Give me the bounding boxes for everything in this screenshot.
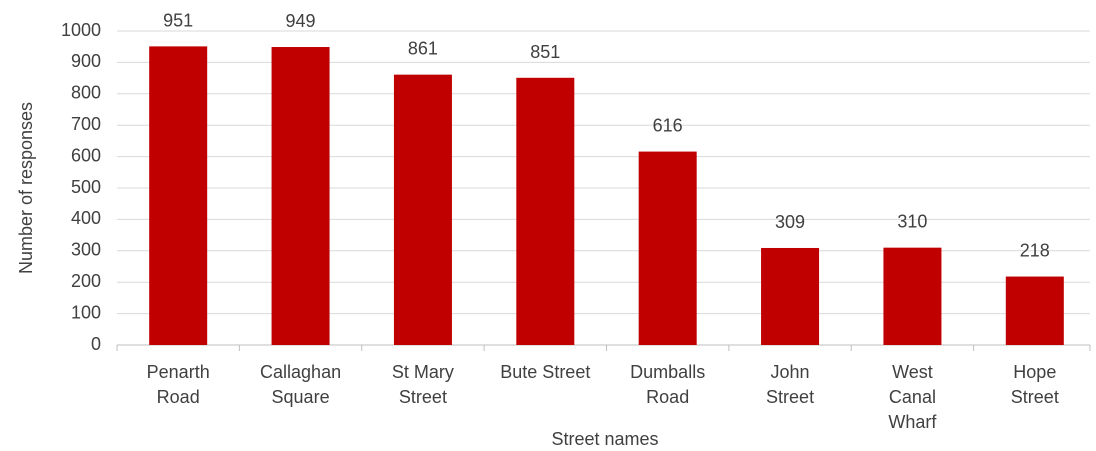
data-label: 851 bbox=[530, 42, 560, 62]
data-label: 949 bbox=[286, 11, 316, 31]
y-tick-label: 700 bbox=[71, 114, 101, 134]
data-label: 218 bbox=[1020, 241, 1050, 261]
data-label: 309 bbox=[775, 212, 805, 232]
x-tick-label: St Mary Street bbox=[392, 362, 454, 407]
data-label: 310 bbox=[897, 212, 927, 232]
y-tick-label: 0 bbox=[91, 334, 101, 354]
x-tick-label: Penarth Road bbox=[147, 362, 210, 407]
y-tick-label: 1000 bbox=[61, 20, 101, 40]
y-tick-label: 200 bbox=[71, 271, 101, 291]
bar bbox=[761, 247, 820, 345]
bar bbox=[149, 46, 208, 346]
bar bbox=[393, 74, 452, 346]
y-tick-label: 900 bbox=[71, 51, 101, 71]
bar bbox=[638, 151, 697, 345]
y-tick-label: 600 bbox=[71, 145, 101, 165]
bar bbox=[271, 47, 330, 345]
y-tick-label: 800 bbox=[71, 83, 101, 103]
data-label: 616 bbox=[653, 116, 683, 136]
data-label: 861 bbox=[408, 39, 438, 59]
x-tick-label: Dumballs Road bbox=[630, 362, 705, 407]
x-tick-label: Callaghan Square bbox=[260, 362, 341, 407]
y-tick-label: 400 bbox=[71, 208, 101, 228]
bar bbox=[883, 247, 942, 345]
x-axis-title: Street names bbox=[551, 429, 658, 449]
bar bbox=[516, 77, 575, 345]
y-tick-label: 500 bbox=[71, 177, 101, 197]
x-tick-label: Hope Street bbox=[1011, 362, 1059, 407]
y-axis-title: Number of responses bbox=[16, 102, 36, 274]
x-tick-label: Bute Street bbox=[500, 362, 590, 382]
x-tick-label: West Canal Wharf bbox=[888, 362, 937, 432]
bar bbox=[1005, 276, 1064, 345]
y-tick-label: 300 bbox=[71, 240, 101, 260]
data-label: 951 bbox=[163, 10, 193, 30]
y-tick-label: 100 bbox=[71, 302, 101, 322]
x-tick-label: John Street bbox=[766, 362, 814, 407]
